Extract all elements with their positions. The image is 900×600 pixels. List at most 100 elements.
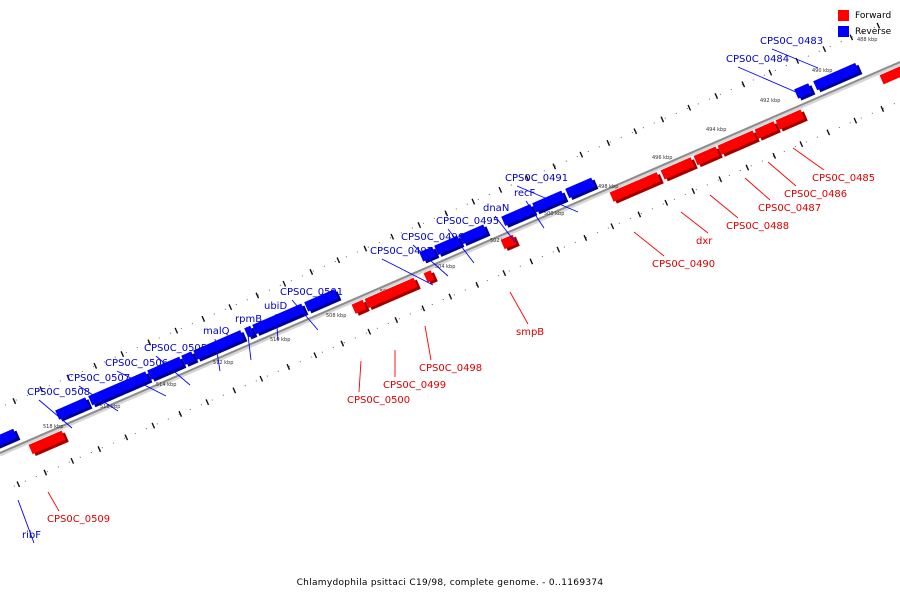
gene-label-cps0c_0500[interactable]: CPS0C_0500 bbox=[347, 395, 410, 406]
guide-dot bbox=[840, 41, 842, 43]
gene-feature-cps0c_0500[interactable] bbox=[351, 299, 367, 314]
leader-line bbox=[424, 325, 432, 361]
gene-label-cps0c_0485[interactable]: CPS0C_0485 bbox=[812, 173, 875, 184]
scale-label: 496 kbp bbox=[652, 155, 672, 161]
scale-label: 514 kbp bbox=[156, 382, 176, 388]
guide-dot bbox=[805, 141, 807, 143]
leader-line bbox=[17, 499, 35, 544]
gene-feature-cps0c_0487[interactable] bbox=[717, 130, 757, 155]
gene-feature-dxr[interactable] bbox=[660, 157, 695, 180]
guide-dot bbox=[244, 385, 246, 387]
guide-dot bbox=[246, 299, 248, 301]
gene-feature-cps0c_0483[interactable] bbox=[813, 62, 860, 91]
gene-label-cps0c_0508[interactable]: CPS0C_0508 bbox=[27, 387, 90, 398]
gene-label-dxr[interactable]: dxr bbox=[696, 236, 713, 247]
scale-label: 510 kbp bbox=[270, 337, 290, 343]
gene-label-cps0c_0495[interactable]: CPS0C_0495 bbox=[436, 216, 499, 227]
gene-label-cps0c_0501[interactable]: CPS0C_0501 bbox=[280, 287, 343, 298]
gene-feature-cps0c_0490[interactable] bbox=[609, 172, 661, 202]
gene-feature-cps0c_0496[interactable] bbox=[434, 235, 462, 255]
gene-feature-dnan[interactable] bbox=[501, 204, 535, 226]
guide-dot bbox=[444, 213, 446, 215]
gene-feature-cps0c_0491[interactable] bbox=[565, 177, 596, 199]
scale-tick bbox=[853, 117, 858, 124]
gene-label-rpmb[interactable]: rpmB bbox=[235, 314, 262, 325]
scale-label: 494 kbp bbox=[706, 127, 726, 133]
gene-feature-ribf[interactable] bbox=[0, 428, 18, 451]
gene-feature-recf[interactable] bbox=[532, 190, 566, 213]
gene-label-cps0c_0491[interactable]: CPS0C_0491 bbox=[505, 173, 568, 184]
gene-label-cps0c_0498[interactable]: CPS0C_0498 bbox=[419, 363, 482, 374]
gene-feature-cps0c_0495[interactable] bbox=[459, 224, 488, 245]
guide-dot bbox=[631, 131, 633, 134]
guide-dot bbox=[343, 342, 345, 344]
gene-label-cps0c_0483[interactable]: CPS0C_0483 bbox=[760, 36, 823, 47]
leader-line bbox=[38, 399, 73, 429]
guide-dot bbox=[664, 117, 666, 119]
gene-feature-cps0c_0484[interactable] bbox=[794, 83, 813, 99]
gene-label-cps0c_0490[interactable]: CPS0C_0490 bbox=[652, 259, 715, 270]
gene-label-ribf[interactable]: ribF bbox=[22, 530, 41, 541]
gene-label-malq[interactable]: malQ bbox=[203, 326, 230, 337]
guide-dot bbox=[13, 485, 15, 487]
guide-dot bbox=[455, 208, 457, 210]
gene-label-smpb[interactable]: smpB bbox=[516, 327, 544, 338]
leader-line bbox=[494, 215, 516, 243]
scale-tick bbox=[367, 328, 372, 335]
gene-label-cps0c_0499[interactable]: CPS0C_0499 bbox=[383, 380, 446, 391]
guide-dot bbox=[543, 170, 545, 172]
scale-label: 490 kbp bbox=[812, 68, 832, 74]
gene-label-cps0c_0505[interactable]: CPS0C_0505 bbox=[144, 343, 207, 354]
gene-feature-cps0c_0505[interactable] bbox=[181, 351, 196, 365]
gene-feature-cps0c_0509[interactable] bbox=[28, 430, 66, 455]
scale-label: 498 kbp bbox=[598, 184, 618, 190]
gene-label-cps0c_0484[interactable]: CPS0C_0484 bbox=[726, 54, 789, 65]
gene-label-cps0c_0506[interactable]: CPS0C_0506 bbox=[105, 358, 168, 369]
guide-dot bbox=[761, 160, 763, 162]
guide-dot bbox=[739, 170, 741, 172]
guide-dot bbox=[367, 246, 369, 248]
leader-line bbox=[680, 211, 709, 234]
guide-dot bbox=[266, 375, 268, 377]
scale-tick bbox=[637, 211, 642, 218]
scale-tick bbox=[313, 352, 318, 359]
gene-label-cps0c_0509[interactable]: CPS0C_0509 bbox=[47, 514, 110, 525]
gene-label-cps0c_0497[interactable]: CPS0C_0497 bbox=[370, 246, 433, 257]
leader-line bbox=[116, 370, 167, 397]
gene-label-recf[interactable]: recF bbox=[514, 188, 536, 199]
guide-dot bbox=[596, 232, 598, 234]
gene-feature-cps0c_0506[interactable] bbox=[147, 356, 184, 380]
scale-tick bbox=[498, 186, 503, 193]
gene-feature-cps0c_0508[interactable] bbox=[55, 397, 90, 420]
guide-dot bbox=[783, 150, 785, 153]
scale-tick bbox=[529, 258, 534, 265]
guide-dot bbox=[376, 327, 378, 329]
gene-feature-cps0c_0497[interactable] bbox=[419, 246, 437, 262]
guide-dot bbox=[26, 394, 28, 396]
gene-label-cps0c_0487[interactable]: CPS0C_0487 bbox=[758, 203, 821, 214]
gene-label-cps0c_0488[interactable]: CPS0C_0488 bbox=[726, 221, 789, 232]
gene-feature-rpmb[interactable] bbox=[244, 325, 255, 338]
guide-dot bbox=[189, 409, 191, 411]
guide-dot bbox=[750, 165, 752, 167]
gene-feature-cps0c_0499[interactable] bbox=[364, 277, 418, 309]
gene-label-cps0c_0507[interactable]: CPS0C_0507 bbox=[67, 373, 130, 384]
gene-feature-cps0c_0486[interactable] bbox=[754, 121, 778, 139]
scale-label: 502 kbp bbox=[490, 238, 510, 244]
leader-line bbox=[358, 360, 362, 393]
gene-label-cps0c_0496[interactable]: CPS0C_0496 bbox=[401, 232, 464, 243]
gene-feature-ubid[interactable] bbox=[252, 303, 306, 335]
gene-label-ubid[interactable]: ubiD bbox=[264, 301, 287, 312]
guide-dot bbox=[299, 361, 301, 363]
gene-feature-malq[interactable] bbox=[193, 330, 245, 360]
gene-label-cps0c_0486[interactable]: CPS0C_0486 bbox=[784, 189, 847, 200]
gene-feature-cps0c_0498[interactable] bbox=[423, 270, 435, 283]
guide-dot bbox=[475, 284, 477, 286]
guide-dot bbox=[48, 385, 50, 387]
gene-feature-cps0c_0485[interactable] bbox=[775, 109, 805, 130]
scale-tick bbox=[421, 305, 426, 312]
gene-feature-cps0c_0501[interactable] bbox=[304, 289, 339, 312]
guide-dot bbox=[79, 456, 81, 458]
gene-label-dnan[interactable]: dnaN bbox=[483, 203, 509, 214]
gene-feature-cps0c_0488[interactable] bbox=[693, 146, 720, 166]
